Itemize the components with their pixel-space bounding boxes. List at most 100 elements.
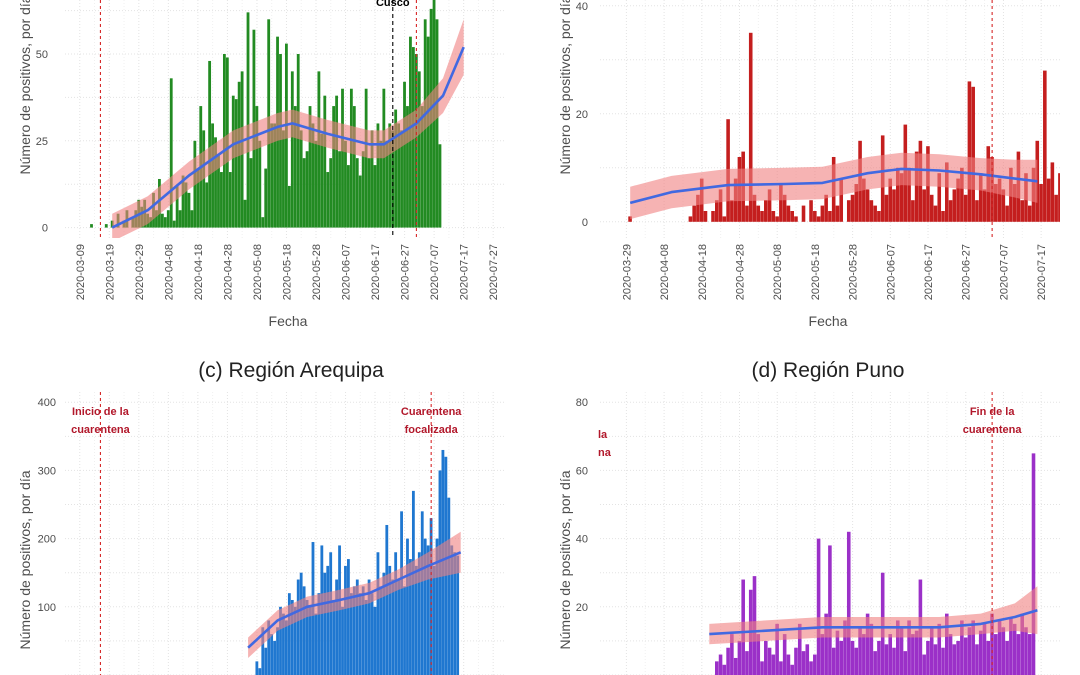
bar [261,217,265,228]
bar [391,579,395,675]
bar [249,158,253,228]
bar [858,627,862,675]
bar [1016,634,1021,675]
bar [347,165,350,228]
bar [1031,453,1036,675]
bar [779,184,783,222]
bar [290,71,294,228]
bar [869,200,874,222]
bar [287,593,291,675]
bar [385,524,389,675]
x-tick-label: 2020-06-27 [400,244,412,300]
bar [414,565,418,675]
bar [326,565,330,675]
bar [349,88,353,228]
bar [760,211,764,222]
bar [975,200,979,222]
bar [813,211,817,222]
bar [450,545,454,675]
bar [175,185,179,228]
y-tick-label: 60 [576,465,588,477]
y-tick-label: 25 [36,136,48,148]
bar [786,205,791,222]
bar [406,538,409,675]
y-tick-label: 100 [38,602,56,614]
x-tick-label: 2020-05-08 [252,244,264,300]
x-tick-label: 2020-03-19 [104,244,116,300]
bar [782,634,787,675]
bar [967,627,972,675]
bar [231,95,235,228]
bar [285,620,288,675]
bar [426,36,430,228]
bar [246,12,250,228]
bar [831,647,836,675]
bar [748,32,753,222]
x-tick-label: 2020-06-17 [370,244,382,300]
bar [824,613,828,675]
bar [417,71,421,228]
x-tick-label: 2020-04-28 [735,244,747,300]
bar [929,194,934,222]
x-tick-label: 2020-07-17 [1036,244,1048,300]
bar [367,579,371,675]
panel-c-y-axis-title: Número de positivos, por día [17,470,33,649]
x-tick-label: 2020-05-18 [810,244,822,300]
bar [338,545,341,675]
bar [382,572,386,675]
bar [767,647,772,675]
panel-c-trend-line [247,551,462,649]
x-tick-label: 2020-06-07 [885,244,897,300]
bar [978,173,983,222]
bar [809,661,813,675]
bar [756,205,761,222]
bar [293,106,297,228]
bar [986,640,991,675]
x-tick-label: 2020-06-17 [923,244,935,300]
bar [1043,70,1047,222]
bar [287,185,291,228]
bar [726,647,730,675]
bar [922,654,926,675]
bar [323,95,327,228]
bar [234,99,238,228]
y-tick-label: 80 [576,397,588,409]
bar [264,647,268,675]
bar [628,216,632,222]
bar [258,140,262,228]
bar [317,593,321,675]
bar [373,165,377,228]
bar [423,538,427,675]
bar [1012,184,1017,222]
bar [349,593,353,675]
reference-line-label: Cusco [376,0,410,9]
bar [756,634,761,675]
y-tick-label: 400 [38,397,56,409]
bar [187,192,191,228]
x-tick-label: 2020-03-09 [75,244,87,300]
bar [323,572,327,675]
bar [228,172,232,228]
bar [805,644,810,675]
bar [745,205,749,222]
bar [172,220,176,228]
bar [1039,184,1043,222]
bar [302,586,306,675]
bar [715,661,719,675]
bar [945,613,949,675]
bar [373,606,377,675]
bar [948,634,953,675]
bar [314,140,318,228]
bar [264,168,268,228]
bar [865,189,870,222]
bar [960,620,964,675]
bar [978,630,983,675]
bar [775,623,779,675]
bar [899,173,904,222]
bar [273,123,276,228]
reference-line-label: cuarentena [963,424,1023,436]
reference-line-label: cuarentena [71,424,131,436]
bar [261,627,265,675]
bar [320,133,324,228]
bar [355,579,359,675]
